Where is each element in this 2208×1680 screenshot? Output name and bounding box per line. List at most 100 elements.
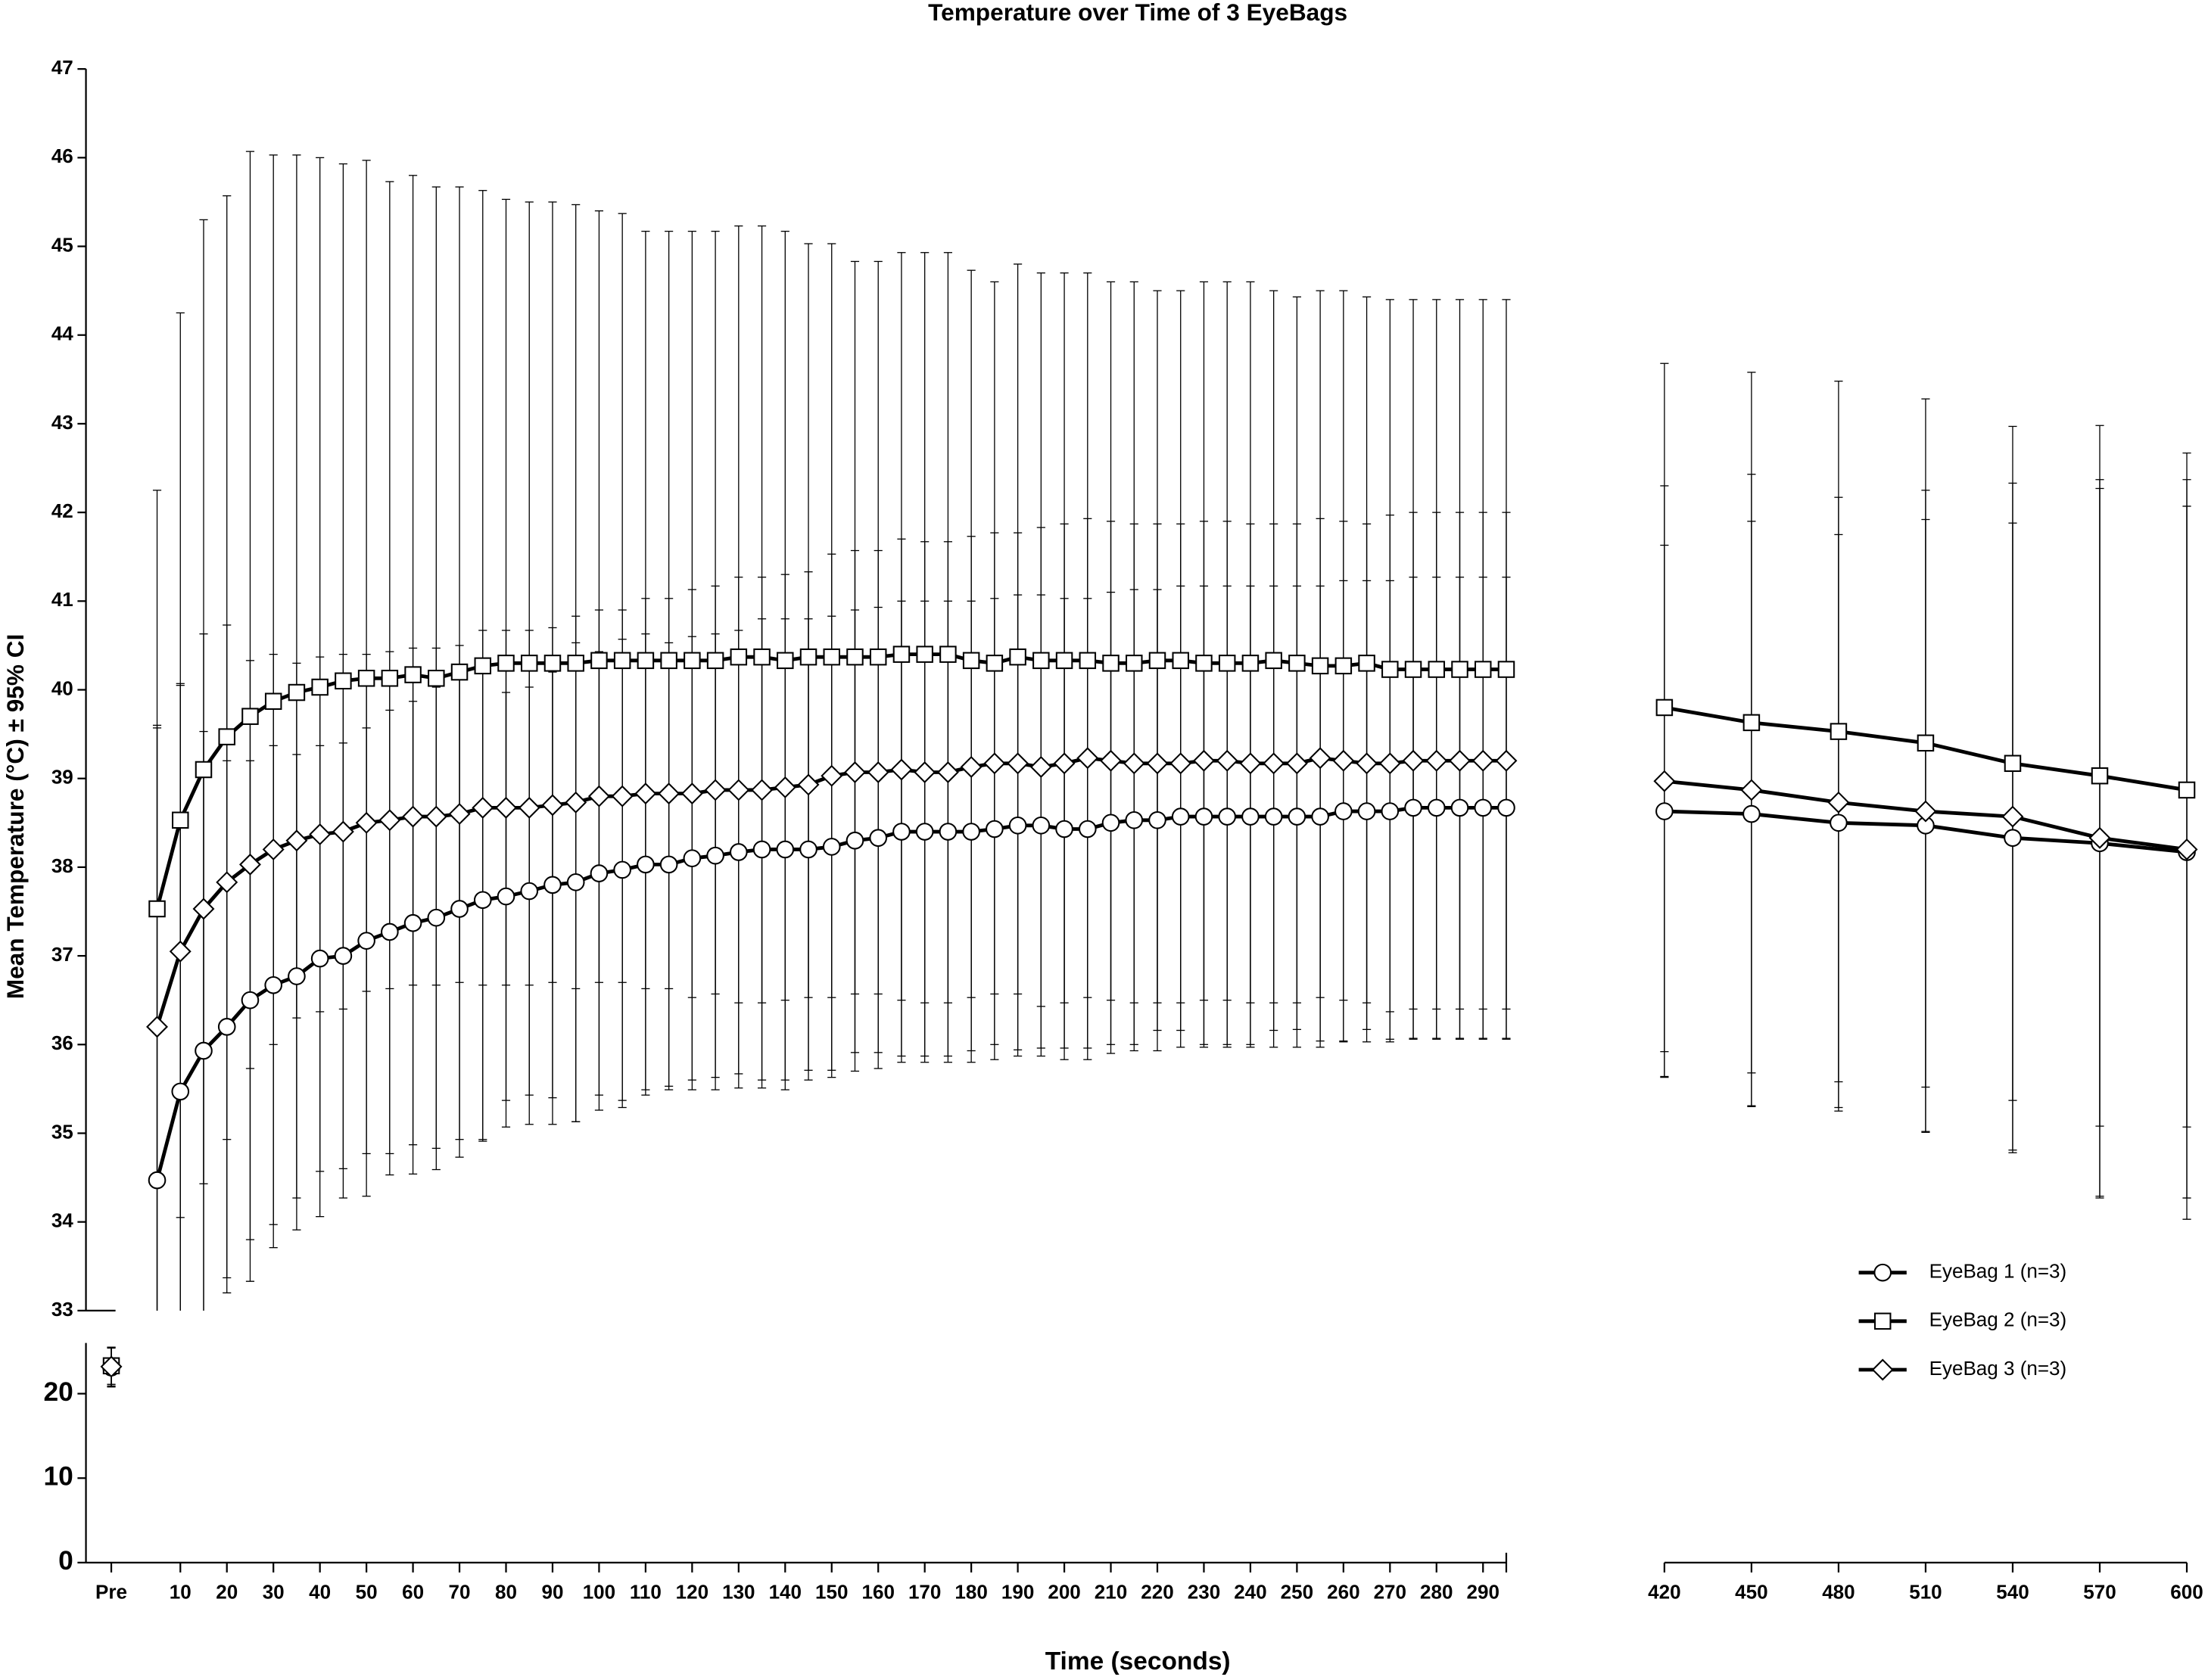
marker <box>216 871 238 894</box>
marker <box>1740 779 1763 801</box>
y-tick-label: 43 <box>51 411 73 434</box>
y-tick-label: 47 <box>51 56 73 79</box>
marker <box>497 887 515 906</box>
marker <box>195 1041 213 1060</box>
marker <box>1195 655 1213 672</box>
marker <box>1055 820 1073 838</box>
marker <box>774 776 796 798</box>
marker <box>983 752 1006 775</box>
marker <box>1126 655 1143 672</box>
marker <box>684 652 701 670</box>
marker <box>1332 749 1355 772</box>
legend-label: EyeBag 2 (n=3) <box>1929 1308 2067 1331</box>
y-tick-label: 37 <box>51 943 73 966</box>
x-tick-label: 40 <box>309 1581 331 1604</box>
marker <box>587 785 610 807</box>
marker <box>1655 698 1674 717</box>
marker <box>448 803 471 826</box>
marker <box>822 838 841 856</box>
marker <box>1357 802 1376 820</box>
marker <box>334 947 353 965</box>
marker <box>1449 749 1471 772</box>
marker <box>310 949 329 968</box>
marker <box>936 761 959 783</box>
marker <box>1402 749 1425 772</box>
marker <box>1288 807 1306 826</box>
marker <box>427 908 446 927</box>
marker <box>520 655 538 672</box>
marker <box>2178 781 2196 799</box>
marker <box>1148 810 1166 829</box>
marker <box>425 805 447 828</box>
marker <box>613 652 631 670</box>
marker <box>497 655 515 672</box>
marker <box>332 820 354 843</box>
marker <box>264 692 282 711</box>
marker <box>1288 655 1306 672</box>
marker <box>751 779 774 801</box>
marker <box>752 840 771 859</box>
marker <box>986 655 1004 672</box>
marker <box>1032 652 1050 670</box>
marker <box>637 652 655 670</box>
marker <box>1076 747 1099 770</box>
marker <box>241 991 260 1010</box>
x-tick-label: 190 <box>1001 1581 1034 1604</box>
marker <box>634 782 657 805</box>
marker <box>1309 747 1331 770</box>
marker <box>1451 661 1468 678</box>
marker <box>381 670 399 687</box>
x-tick-label: 170 <box>908 1581 941 1604</box>
marker <box>262 838 285 860</box>
marker <box>172 811 189 829</box>
marker <box>1171 807 1190 826</box>
marker <box>1381 661 1399 678</box>
marker <box>1827 791 1850 814</box>
marker <box>823 648 841 666</box>
marker <box>1100 749 1122 772</box>
marker <box>309 823 332 846</box>
marker <box>1425 749 1448 772</box>
marker <box>1358 655 1375 672</box>
x-tick-label: 130 <box>722 1581 755 1604</box>
marker <box>2004 829 2022 848</box>
x-axis-label: Time (seconds) <box>1045 1647 1231 1675</box>
marker <box>844 761 866 783</box>
y-tick-label: 10 <box>44 1462 73 1492</box>
y-axis-label: Mean Temperature (°C) ± 95% CI <box>2 634 29 1000</box>
marker <box>565 791 587 814</box>
x-tick-label: 280 <box>1420 1581 1453 1604</box>
marker <box>1101 814 1120 832</box>
marker <box>2088 826 2111 849</box>
marker <box>962 652 980 670</box>
marker <box>495 796 517 819</box>
marker <box>378 809 401 832</box>
y-tick-label: 36 <box>51 1031 73 1054</box>
marker <box>1428 661 1446 678</box>
x-tick-label: 570 <box>2083 1581 2116 1604</box>
marker <box>1053 752 1076 775</box>
x-tick-label: 160 <box>861 1581 894 1604</box>
marker <box>543 655 562 672</box>
marker <box>869 829 888 848</box>
marker <box>1404 798 1422 817</box>
x-tick-label: 120 <box>676 1581 708 1604</box>
marker <box>962 823 980 841</box>
marker <box>846 648 864 666</box>
marker <box>2175 838 2198 860</box>
marker <box>1194 807 1213 826</box>
marker <box>939 823 958 841</box>
x-tick-label: 220 <box>1141 1581 1173 1604</box>
marker <box>288 967 306 985</box>
marker <box>1146 752 1169 775</box>
marker <box>1218 655 1236 672</box>
marker <box>285 829 308 852</box>
marker <box>777 652 794 670</box>
marker <box>1653 770 1676 792</box>
y-tick-label: 40 <box>51 677 73 699</box>
x-tick-label: 70 <box>449 1581 471 1604</box>
marker <box>450 900 469 918</box>
marker <box>960 756 983 778</box>
marker <box>404 666 422 683</box>
